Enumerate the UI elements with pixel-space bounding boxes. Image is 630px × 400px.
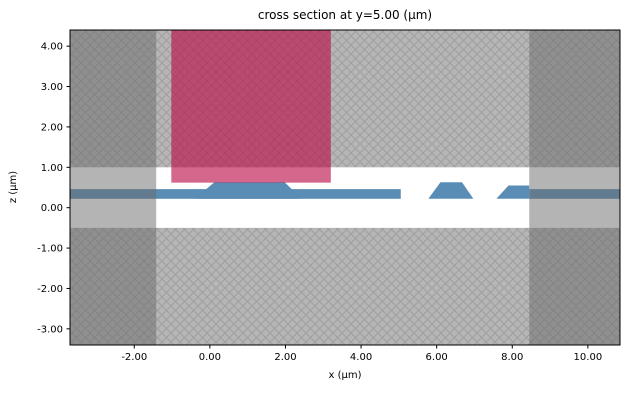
y-tick-label: -2.00 <box>37 284 63 295</box>
y-tick-label: 4.00 <box>41 42 63 53</box>
x-tick-label: 6.00 <box>426 352 448 363</box>
axes: -2.00 0.00 2.00 4.00 6.00 8.00 10.00 4.00 3.00 2.… <box>37 29 621 363</box>
x-tick-label: 10.00 <box>574 352 603 363</box>
y-tick-label: 2.00 <box>41 122 63 133</box>
waveguide-ridge <box>194 182 302 199</box>
y-tick-label: 1.00 <box>41 163 63 174</box>
x-tick-label: 8.00 <box>501 352 523 363</box>
pink-overlay-region <box>171 30 331 183</box>
x-tick-label: 4.00 <box>350 352 372 363</box>
y-tick-label: -3.00 <box>37 324 63 335</box>
y-tick-label: -1.00 <box>37 244 63 255</box>
plot-border <box>69 29 621 346</box>
x-tick-label: -2.00 <box>121 352 147 363</box>
plot-content <box>70 30 620 345</box>
chart-title: cross section at y=5.00 (μm) <box>258 8 432 22</box>
boundary-region <box>70 30 157 345</box>
x-tick-label: 2.00 <box>274 352 296 363</box>
x-axis-label: x (μm) <box>328 370 361 381</box>
waveguide-ridge <box>496 185 530 199</box>
x-tick-label: 0.00 <box>199 352 221 363</box>
boundary-region <box>529 30 620 345</box>
y-tick-label: 0.00 <box>41 203 63 214</box>
waveguide-ridge <box>428 182 474 199</box>
y-axis-label: z (μm) <box>8 171 19 203</box>
y-tick-label: 3.00 <box>41 82 63 93</box>
